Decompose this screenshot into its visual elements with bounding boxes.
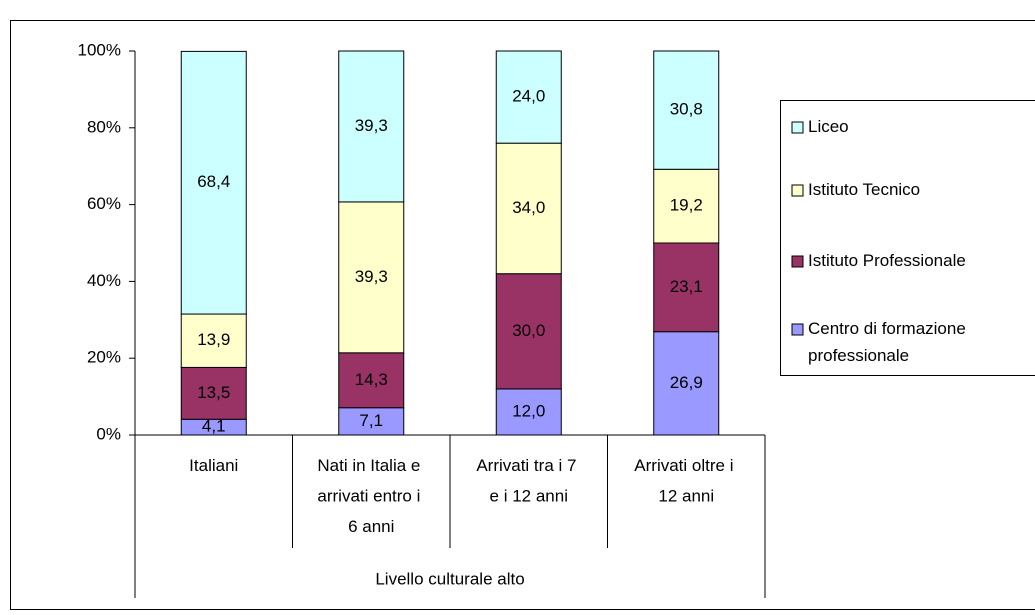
y-tick-label: 100%	[78, 40, 121, 59]
bar-segment	[338, 201, 405, 354]
bar-segment	[653, 331, 720, 436]
legend-label: Centro di formazione professionale	[808, 319, 971, 365]
bar-segment	[495, 142, 562, 275]
value-label: 30,8	[670, 100, 703, 119]
value-label: 19,2	[670, 196, 703, 215]
y-tick-label: 0%	[96, 424, 121, 443]
value-label: 12,0	[512, 401, 545, 420]
y-tick-label: 80%	[87, 117, 121, 136]
legend-label: Liceo	[808, 117, 849, 136]
bar-segment	[495, 388, 562, 436]
value-label: 39,3	[355, 116, 388, 135]
bar-segment	[180, 366, 247, 420]
value-label: 34,0	[512, 198, 545, 217]
group-label: Livello culturale alto	[375, 569, 524, 588]
legend-swatch	[791, 255, 804, 268]
value-label: 68,4	[197, 172, 230, 191]
x-tick-label: Arrivati tra i 7 e i 12 anni	[476, 456, 581, 506]
bar-segment	[338, 352, 405, 409]
value-label: 14,3	[355, 370, 388, 389]
value-label: 13,9	[197, 330, 230, 349]
value-label: 30,0	[512, 321, 545, 340]
legend-label: Istituto Professionale	[808, 251, 966, 270]
y-tick-label: 40%	[87, 271, 121, 290]
bar-segment	[653, 50, 720, 170]
legend-label: Istituto Tecnico	[808, 180, 920, 199]
x-tick-label: Arrivati oltre i 12 anni	[634, 456, 738, 506]
legend-swatch	[791, 184, 804, 197]
bar-segment	[338, 50, 405, 203]
bar-segment	[180, 313, 247, 368]
y-tick-label: 20%	[87, 348, 121, 367]
value-label: 39,3	[355, 267, 388, 286]
y-tick-label: 60%	[87, 194, 121, 213]
legend-swatch	[791, 121, 804, 134]
value-label: 23,1	[670, 277, 703, 296]
bar-segment	[495, 50, 562, 144]
value-label: 26,9	[670, 373, 703, 392]
bar-segment	[653, 242, 720, 333]
x-tick-label: Italiani	[189, 456, 238, 475]
bar-segment	[495, 273, 562, 390]
value-label: 13,5	[197, 383, 230, 402]
legend-box	[780, 100, 1035, 376]
value-label: 7,1	[359, 411, 383, 430]
bar-segment	[180, 50, 247, 315]
bar-segment	[338, 407, 405, 436]
legend-swatch	[791, 323, 804, 336]
x-tick-label: Nati in Italia e arrivati entro i 6 anni	[317, 456, 425, 536]
bar-segment	[653, 168, 720, 244]
value-label: 24,0	[512, 87, 545, 106]
value-label: 4,1	[202, 417, 226, 436]
